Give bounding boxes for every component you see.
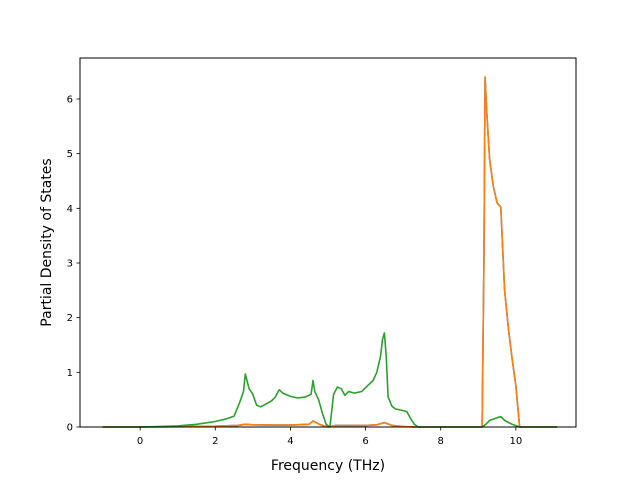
y-tick-label: 4	[67, 204, 73, 215]
x-axis-label: Frequency (THz)	[271, 458, 385, 474]
y-tick-label: 5	[67, 149, 73, 160]
y-tick-label: 1	[67, 368, 73, 379]
x-tick-label: 4	[287, 436, 293, 447]
x-tick-label: 8	[438, 436, 444, 447]
x-tick-label: 0	[137, 436, 143, 447]
axis-ticks: 0 2 4 6 8 10 0 1 2 3 4 5 6	[67, 95, 523, 448]
plot-frame	[79, 57, 577, 428]
y-axis-label: Partial Density of States	[39, 158, 55, 326]
x-tick-label: 6	[362, 436, 368, 447]
y-tick-label: 0	[67, 423, 73, 434]
series-line-2	[102, 76, 558, 428]
y-tick-label: 6	[67, 95, 73, 106]
x-tick-label: 2	[212, 436, 218, 447]
y-tick-label: 2	[67, 313, 73, 324]
y-tick-label: 3	[67, 259, 73, 270]
x-tick-label: 10	[510, 436, 523, 447]
